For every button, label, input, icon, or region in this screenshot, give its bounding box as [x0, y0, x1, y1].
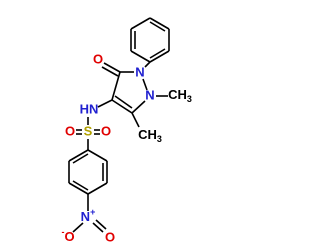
atom: N: [135, 64, 144, 79]
atom: N+: [81, 207, 96, 224]
atom-text: N: [81, 209, 90, 224]
atom: N: [145, 87, 154, 102]
bonds: [68, 17, 170, 233]
atom: S: [84, 123, 93, 138]
atom: -O: [61, 227, 74, 244]
atom: O: [93, 51, 103, 66]
atom: HN: [80, 101, 99, 116]
subscript: 3: [187, 94, 192, 104]
atom: O: [65, 123, 75, 138]
atom: O: [105, 229, 115, 244]
molecule: O N N CH3 CH3 HN O S O N+ -O O: [61, 17, 192, 244]
atom: CH3: [168, 87, 192, 104]
atom-text: CH: [138, 127, 157, 142]
atom-text: O: [64, 229, 74, 244]
charge: +: [90, 207, 95, 217]
subscript: 3: [157, 134, 162, 144]
atom: O: [101, 123, 111, 138]
charge: -: [61, 227, 64, 237]
atom-text: CH: [168, 87, 187, 102]
atom: CH3: [138, 127, 162, 144]
